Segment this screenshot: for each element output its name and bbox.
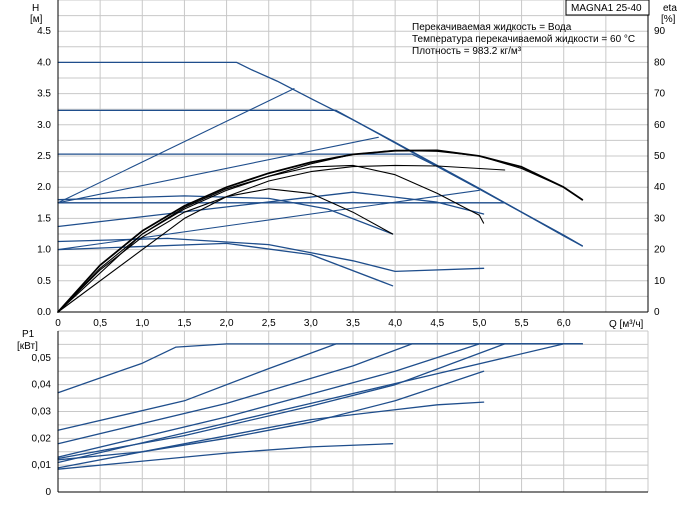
pump-curve-hq [57,242,394,287]
x-axis-label: Q [м³/ч] [609,319,644,330]
pump-curve-hq [57,191,485,228]
top-y-tick-label: 4.0 [37,57,51,68]
x-tick-label: 0,5 [93,318,107,329]
power-curve-p1 [57,370,485,461]
top-y-tick-label: 0.0 [37,307,51,318]
info-line-temperature: Температура перекачиваемой жидкости = 60… [412,34,635,45]
model-title: MAGNA1 25-40 [571,3,642,14]
pump-curve-hq [57,237,485,273]
pump-curve-hq [57,195,394,235]
power-curve-p1 [57,343,583,394]
x-tick-label: 0 [55,318,61,329]
top-y-axis-label: H [32,3,39,14]
power-curve-p1 [57,343,583,431]
right-y-tick-label: 10 [654,276,666,287]
efficiency-curve [57,164,485,313]
efficiency-curve [57,164,506,313]
system-curve [57,189,480,251]
x-tick-label: 3,5 [346,318,360,329]
x-tick-label: 4,5 [430,318,444,329]
top-y-tick-label: 3.5 [37,89,51,100]
axes: 0 0,5 1,0 1,5 2,0 2,5 3,0 3,5 4,0 4,5 5,0 5,5 6,0 0.0… [32,0,666,498]
x-tick-label: 2,5 [262,318,276,329]
power-curve-p1 [57,343,583,464]
top-y-tick-label: 2.5 [37,151,51,162]
x-tick-label: 1,0 [135,318,149,329]
right-y-tick-label: 0 [654,307,660,318]
x-tick-label: 6,0 [557,318,571,329]
bottom-y-tick-label: 0,05 [32,353,52,364]
bottom-y-tick-label: 0 [45,487,51,498]
right-y-axis-label: eta [663,3,677,14]
top-y-tick-label: 2.0 [37,182,51,193]
right-y-tick-label: 60 [654,120,666,131]
bottom-y-tick-label: 0,02 [32,433,52,444]
top-y-tick-label: 0.5 [37,276,51,287]
x-tick-label: 5,0 [472,318,486,329]
info-line-density: Плотность = 983.2 кг/м³ [412,46,522,57]
bottom-y-tick-label: 0,01 [32,460,52,471]
bottom-y-tick-label: 0,04 [32,380,52,391]
top-y-tick-label: 4.5 [37,26,51,37]
top-y-tick-label: 1.0 [37,245,51,256]
right-y-tick-label: 70 [654,89,666,100]
efficiency-curve [57,149,584,313]
right-y-tick-label: 30 [654,213,666,224]
right-y-axis-unit: [%] [661,14,676,25]
x-tick-label: 5,5 [515,318,529,329]
efficiency-curve [57,149,583,313]
pump-curve-hq [57,109,583,247]
x-tick-label: 3,0 [304,318,318,329]
power-curve-p1 [57,343,583,445]
x-tick-label: 1,5 [177,318,191,329]
system-curve [57,136,379,204]
curves [57,61,584,470]
pump-curve-hq [57,153,583,247]
right-y-tick-label: 40 [654,182,666,193]
right-y-tick-label: 50 [654,151,666,162]
x-tick-label: 4,0 [388,318,402,329]
bottom-y-axis-label: P1 [22,329,35,340]
top-y-tick-label: 3.0 [37,120,51,131]
bottom-y-axis-unit: [кВт] [17,341,38,352]
power-curve-p1 [57,343,583,458]
top-y-tick-label: 1.5 [37,213,51,224]
right-y-tick-label: 80 [654,57,666,68]
system-curve [57,88,295,204]
info-line-fluid: Перекачиваемая жидкость = Вода [412,22,572,33]
bottom-y-tick-label: 0,03 [32,407,52,418]
x-tick-label: 2,0 [220,318,234,329]
power-curve-p1 [57,443,394,470]
top-y-axis-unit: [м] [30,14,43,25]
model-title-box [565,0,650,16]
right-y-tick-label: 20 [654,245,666,256]
right-y-tick-label: 90 [654,26,666,37]
power-curve-p1 [57,401,485,469]
